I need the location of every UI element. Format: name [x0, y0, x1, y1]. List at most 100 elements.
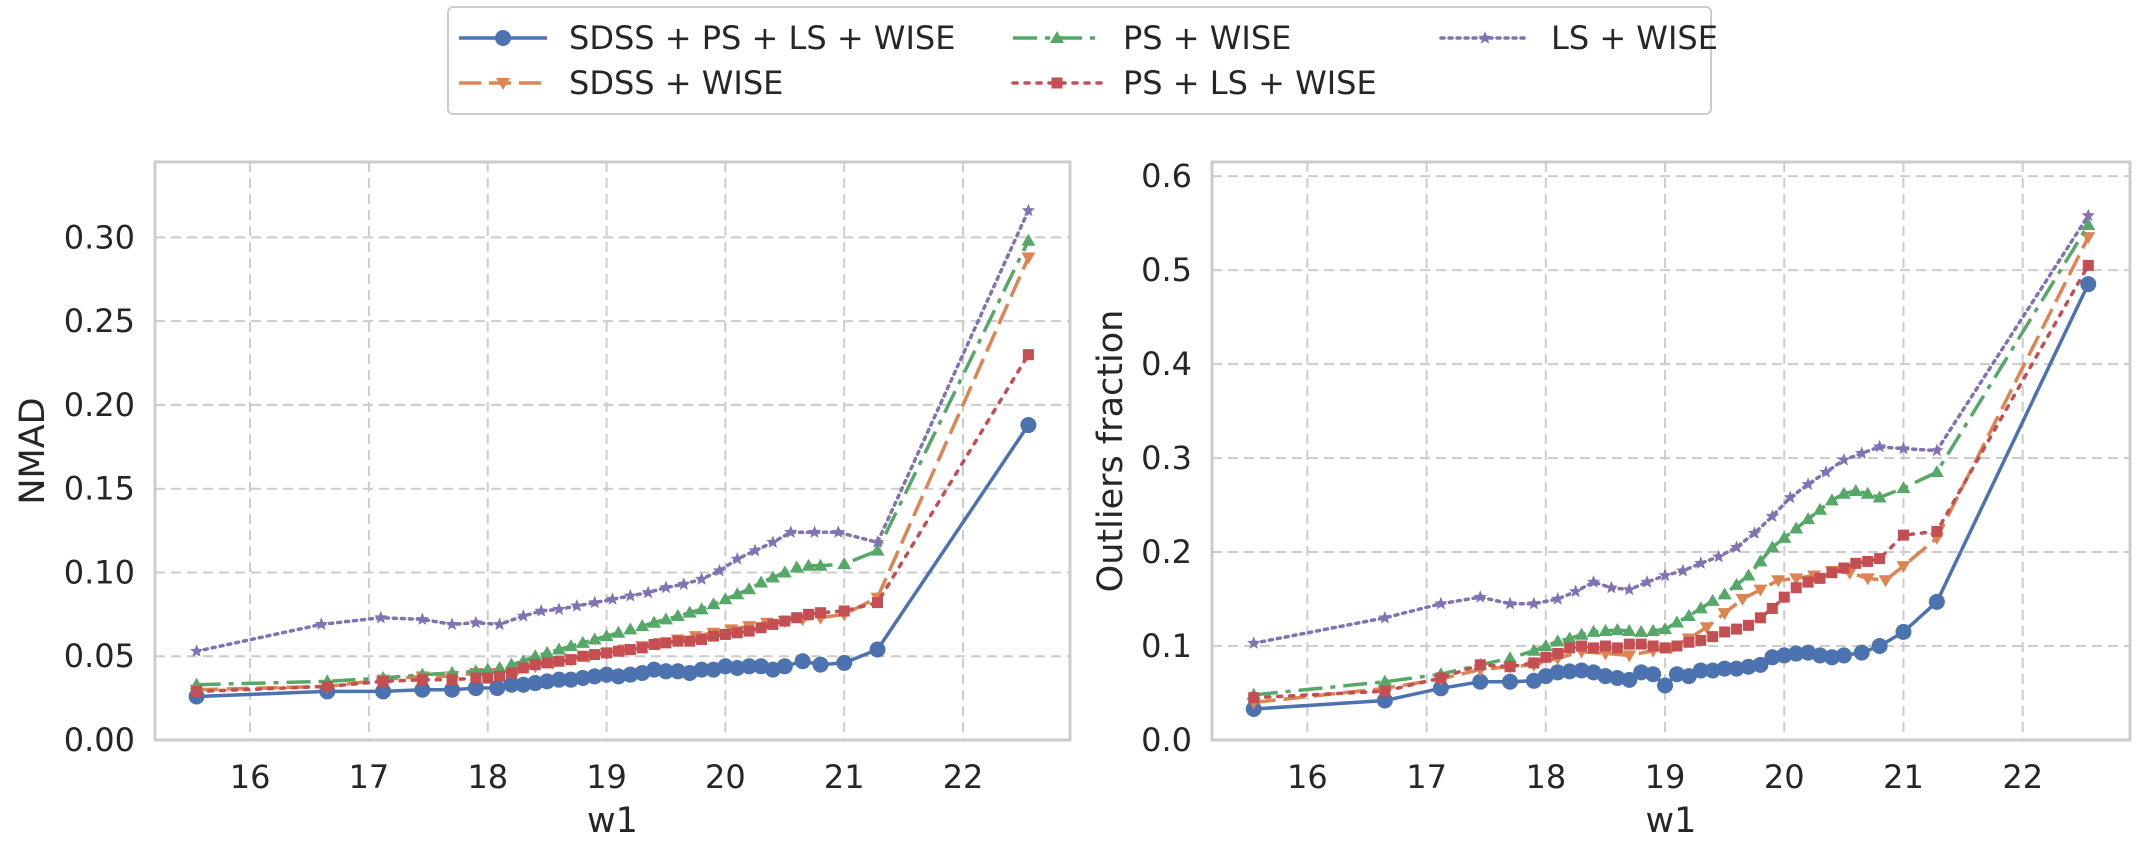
data-point-ps-wise — [492, 660, 507, 673]
data-point-sdss-ps-ls-wise — [1812, 647, 1829, 664]
data-point-ls-wise — [1503, 596, 1517, 610]
data-point-ps-ls-wise — [1838, 562, 1850, 574]
data-point-ps-ls-wise — [1504, 661, 1516, 673]
series-line-ls-wise — [194, 208, 1031, 653]
data-point-ps-wise — [801, 558, 816, 571]
legend-item-sdss-ps-ls-wise: SDSS + PS + LS + WISE — [455, 18, 955, 58]
series-ps-wise — [189, 233, 1036, 690]
data-point-ps-wise — [1789, 521, 1804, 534]
data-point-ps-ls-wise — [1814, 572, 1826, 584]
y-tick-label: 0.20 — [64, 386, 135, 424]
data-point-ps-wise — [754, 575, 769, 588]
data-point-ps-wise — [837, 557, 852, 570]
data-point-ls-wise — [623, 588, 637, 602]
data-point-ls-wise — [1247, 636, 1261, 649]
series-ps-ls-wise — [191, 349, 1034, 697]
series-ls-wise — [189, 203, 1036, 657]
data-point-ps-ls-wise — [660, 637, 672, 649]
data-point-ls-wise — [1729, 540, 1744, 553]
data-point-ps-ls-wise — [803, 608, 815, 620]
y-tick-label: 0.15 — [64, 470, 135, 508]
data-point-sdss-ps-ls-wise — [1853, 644, 1870, 661]
data-point-ps-wise — [599, 629, 614, 642]
data-point-sdss-wise — [2081, 232, 2096, 245]
data-point-ps-wise — [682, 605, 697, 618]
data-point-ls-wise — [748, 543, 762, 557]
x-axis-label: w1 — [587, 801, 638, 841]
data-point-ps-wise — [1741, 568, 1756, 581]
data-point-ls-wise — [445, 617, 459, 631]
data-point-ps-wise — [1813, 502, 1828, 515]
data-point-ps-wise — [1669, 615, 1684, 628]
data-point-ps-ls-wise — [743, 625, 755, 637]
data-point-ps-wise — [658, 612, 673, 625]
data-point-ls-wise — [831, 525, 845, 538]
data-point-ps-ls-wise — [696, 633, 708, 645]
data-point-ps-wise — [647, 615, 662, 628]
data-point-ps-ls-wise — [1897, 529, 1909, 541]
data-point-ps-wise — [552, 642, 567, 655]
data-point-sdss-ps-ls-wise — [1680, 668, 1697, 685]
data-point-sdss-ps-ls-wise — [1928, 593, 1945, 610]
data-point-ps-ls-wise — [779, 615, 791, 627]
y-tick-label: 0.5 — [1141, 251, 1192, 289]
data-point-ls-wise — [1855, 446, 1869, 460]
data-point-ps-ls-wise — [482, 672, 494, 684]
data-point-ls-wise — [552, 602, 566, 615]
data-point-sdss-ps-ls-wise — [539, 673, 556, 690]
data-point-ls-wise — [712, 563, 727, 577]
legend-item-sdss-wise: SDSS + WISE — [455, 63, 783, 103]
data-point-ls-wise — [1658, 568, 1672, 582]
data-point-ls-wise — [1551, 592, 1565, 605]
data-point-ps-wise — [870, 543, 885, 556]
data-point-ps-ls-wise — [731, 627, 743, 639]
data-point-ps-wise — [1610, 623, 1625, 636]
data-point-ps-wise — [563, 639, 578, 652]
legend-swatch-ps-wise — [1013, 31, 1101, 43]
series-line-ps-wise — [1253, 224, 2090, 697]
data-point-sdss-ps-ls-wise — [375, 683, 392, 700]
data-point-sdss-ps-ls-wise — [729, 659, 746, 676]
data-point-sdss-ps-ls-wise — [610, 668, 627, 685]
data-point-sdss-ps-ls-wise — [414, 681, 431, 698]
data-point-ps-ls-wise — [1552, 648, 1564, 660]
data-point-ls-wise — [1378, 610, 1392, 624]
data-point-ps-ls-wise — [1564, 642, 1576, 654]
y-tick-label: 0.05 — [64, 637, 135, 675]
data-point-ps-ls-wise — [1742, 619, 1754, 631]
data-point-ps-ls-wise — [1695, 634, 1707, 646]
legend-label-ps-ls-wise: PS + LS + WISE — [1123, 64, 1377, 102]
data-point-ls-wise — [870, 535, 885, 548]
data-point-ps-wise — [504, 657, 519, 670]
data-point-ls-wise — [1021, 203, 1036, 217]
x-tick-label: 22 — [943, 758, 984, 796]
data-point-ps-ls-wise — [2082, 259, 2094, 271]
data-point-sdss-ps-ls-wise — [562, 671, 579, 688]
data-point-sdss-ps-ls-wise — [693, 661, 710, 678]
data-point-ps-ls-wise — [1659, 642, 1671, 654]
data-point-sdss-ps-ls-wise — [598, 666, 615, 683]
data-point-ps-wise — [1538, 639, 1553, 652]
data-point-ps-wise — [623, 622, 638, 635]
data-point-ps-wise — [1860, 486, 1875, 499]
data-point-sdss-ps-ls-wise — [1740, 658, 1757, 675]
data-point-ps-ls-wise — [1802, 576, 1814, 588]
data-point-ls-wise — [570, 598, 584, 612]
data-point-ps-ls-wise — [1576, 640, 1588, 652]
data-point-sdss-ps-ls-wise — [657, 663, 674, 680]
data-point-ls-wise — [1640, 575, 1654, 588]
data-point-ps-ls-wise — [191, 685, 203, 697]
data-point-ps-ls-wise — [1611, 642, 1623, 654]
data-point-ps-ls-wise — [1731, 623, 1743, 635]
data-point-ps-ls-wise — [1778, 591, 1790, 603]
data-point-sdss-ps-ls-wise — [1549, 664, 1566, 681]
data-point-sdss-wise — [1717, 608, 1732, 621]
data-point-sdss-wise — [1598, 648, 1613, 661]
data-point-ps-wise — [1705, 593, 1720, 606]
data-point-sdss-ps-ls-wise — [776, 658, 793, 675]
data-point-ps-wise — [1021, 233, 1036, 246]
data-point-ps-wise — [528, 649, 543, 662]
data-point-sdss-wise — [1021, 252, 1036, 265]
data-point-ps-wise — [1753, 554, 1768, 567]
data-point-ps-ls-wise — [1474, 659, 1486, 671]
